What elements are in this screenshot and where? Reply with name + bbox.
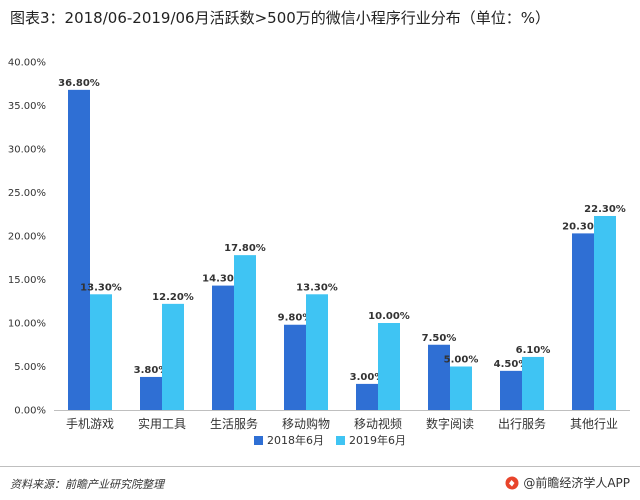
bar-series-1: [356, 383, 378, 410]
brand-attribution: @前瞻经济学人APP: [505, 474, 630, 491]
chart-title: 图表3：2018/06-2019/06月活跃数>500万的微信小程序行业分布（单…: [10, 9, 551, 27]
y-tick-label: 35.00%: [8, 101, 46, 112]
x-tick-label: 数字阅读: [426, 416, 474, 431]
legend-swatch: [336, 436, 345, 445]
legend-label: 2019年6月: [349, 433, 406, 447]
y-tick-label: 25.00%: [8, 188, 46, 199]
bar-series-1: [428, 344, 450, 410]
x-tick-label: 移动购物: [282, 416, 330, 431]
data-label: 3.00%: [350, 372, 385, 383]
data-label: 13.30%: [296, 282, 338, 293]
bar-series-1: [500, 370, 522, 410]
bar-series-2: [450, 366, 472, 410]
bar-series-2: [378, 323, 400, 410]
x-tick-label: 移动视频: [354, 416, 402, 431]
data-label: 9.80%: [278, 313, 313, 324]
bar-series-2: [594, 215, 616, 410]
data-label: 22.30%: [584, 204, 626, 215]
y-tick-label: 10.00%: [8, 319, 46, 330]
bar-series-2: [162, 303, 184, 410]
x-tick-label: 出行服务: [498, 416, 546, 431]
y-tick-label: 0.00%: [14, 406, 46, 417]
bar-series-2: [306, 294, 328, 410]
x-tick-label: 生活服务: [210, 416, 258, 431]
data-label: 17.80%: [224, 243, 266, 254]
data-label: 13.30%: [80, 282, 122, 293]
data-label: 10.00%: [368, 311, 410, 322]
x-tick-label: 实用工具: [138, 416, 186, 431]
data-label: 20.30%: [562, 221, 604, 232]
bar-series-1: [284, 324, 306, 410]
brand-logo-icon: [505, 476, 519, 489]
y-tick-label: 5.00%: [14, 362, 46, 373]
chart-area: 0.00% 5.00% 10.00% 15.00% 20.00% 25.00% 30.00%…: [0, 36, 640, 466]
data-label: 12.20%: [152, 292, 194, 303]
y-tick-label: 40.00%: [8, 58, 46, 69]
x-tick-label: 其他行业: [570, 417, 618, 431]
footer: 资料来源：前瞻产业研究院整理 @前瞻经济学人APP: [0, 466, 640, 500]
data-label: 7.50%: [422, 333, 457, 344]
bar-series-1: [140, 376, 162, 410]
legend-swatch: [254, 436, 263, 445]
data-label: 14.30%: [202, 274, 244, 285]
bar-series-2: [90, 294, 112, 410]
bar-series-2: [522, 356, 544, 410]
bar-series-1: [572, 233, 594, 410]
bar-series-2: [234, 255, 256, 410]
x-tick-label: 手机游戏: [66, 417, 114, 431]
data-label: 6.10%: [516, 345, 551, 356]
bar-series-1: [212, 285, 234, 410]
data-label: 5.00%: [444, 355, 479, 366]
y-tick-label: 30.00%: [8, 145, 46, 156]
bar-chart: 0.00% 5.00% 10.00% 15.00% 20.00% 25.00% 30.00%…: [8, 58, 630, 447]
data-label: 3.80%: [134, 365, 169, 376]
source-note: 资料来源：前瞻产业研究院整理: [10, 478, 164, 491]
data-label: 4.50%: [494, 359, 529, 370]
y-tick-label: 15.00%: [8, 275, 46, 286]
legend-label: 2018年6月: [267, 433, 324, 447]
data-label: 36.80%: [58, 78, 100, 89]
bar-series-1: [68, 89, 90, 410]
y-tick-label: 20.00%: [8, 232, 46, 243]
brand-text: @前瞻经济学人APP: [523, 476, 630, 490]
